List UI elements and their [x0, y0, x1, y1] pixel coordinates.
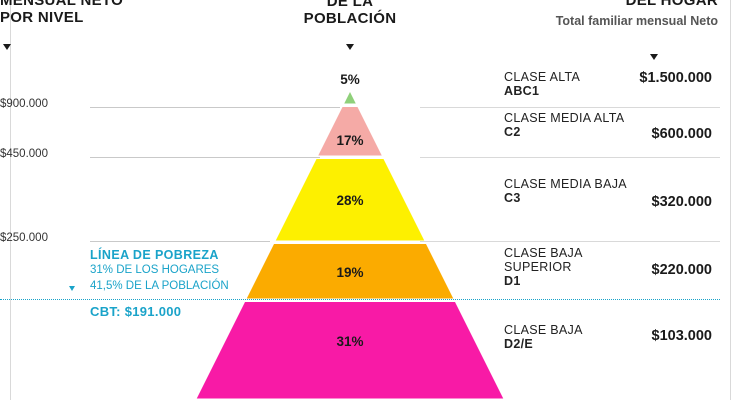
class-row-abc1: CLASE ALTA ABC1	[504, 70, 634, 98]
header-middle: DE LA POBLACIÓN	[280, 0, 420, 27]
y-tick-line	[90, 157, 320, 158]
cbt-label: CBT: $191.000	[90, 304, 182, 319]
class-name: CLASE MEDIA BAJA	[504, 177, 627, 191]
frame-left-border	[10, 0, 11, 400]
income-d1: $220.000	[651, 262, 712, 278]
class-name: CLASE MEDIA ALTA	[504, 111, 625, 125]
pyramid-segment-d2e	[196, 302, 504, 399]
class-name: CLASE BAJA SUPERIOR	[504, 246, 583, 274]
income-c3: $320.000	[651, 194, 712, 210]
pyramid-segment-c2	[318, 107, 382, 156]
arrow-down-icon	[69, 286, 75, 291]
y-tick-line	[90, 241, 270, 242]
arrow-down-icon	[3, 44, 11, 50]
segment-label-d1: 19%	[336, 265, 364, 280]
y-tick-label: $250.000	[0, 232, 48, 244]
poverty-population: 41,5% DE LA POBLACIÓN	[90, 280, 229, 292]
row-separator	[420, 107, 720, 108]
y-tick-label: $450.000	[0, 148, 48, 160]
header-left-line2: POR NIVEL	[0, 9, 84, 26]
class-code: ABC1	[504, 84, 540, 98]
class-name: CLASE ALTA	[504, 70, 581, 84]
header-right-subtitle: Total familiar mensual Neto	[555, 14, 718, 28]
header-left-line1: MENSUAL NETO	[0, 0, 124, 9]
poverty-line-title: LÍNEA DE POBREZA	[90, 248, 219, 262]
class-row-c2: CLASE MEDIA ALTA C2	[504, 111, 628, 139]
class-code: C3	[504, 191, 521, 205]
class-row-c3: CLASE MEDIA BAJA C3	[504, 177, 628, 205]
arrow-down-icon	[650, 54, 658, 60]
pyramid-segment-abc1	[344, 92, 356, 104]
pyramid-segment-d1	[246, 244, 454, 299]
segment-label-d2e: 31%	[336, 334, 364, 349]
frame-right-border	[730, 0, 731, 400]
pyramid-segment-c3	[275, 159, 425, 241]
y-tick-line	[90, 107, 340, 108]
row-separator	[420, 157, 720, 158]
class-name: CLASE BAJA	[504, 323, 583, 337]
class-row-d2e: CLASE BAJA D2/E	[504, 323, 634, 351]
class-code: C2	[504, 125, 521, 139]
segment-label-c3: 28%	[336, 193, 364, 208]
arrow-down-icon	[346, 44, 354, 50]
header-left: MENSUAL NETO POR NIVEL	[0, 0, 160, 26]
header-right-title: DEL HOGAR	[625, 0, 718, 9]
poverty-households: 31% DE LOS HOGARES	[90, 264, 220, 276]
y-tick-label: $900.000	[0, 98, 48, 110]
header-middle-line1: DE LA	[326, 0, 374, 10]
class-row-d1: CLASE BAJA SUPERIOR D1	[504, 246, 614, 288]
income-abc1: $1.500.000	[639, 70, 712, 86]
class-code: D1	[504, 274, 521, 288]
income-d2e: $103.000	[651, 328, 712, 344]
poverty-dotted-line	[0, 299, 720, 300]
class-code: D2/E	[504, 337, 533, 351]
segment-label-abc1: 5%	[340, 72, 360, 87]
segment-label-c2: 17%	[336, 133, 364, 148]
income-c2: $600.000	[651, 126, 712, 142]
header-middle-line2: POBLACIÓN	[303, 10, 397, 27]
row-separator	[420, 241, 720, 242]
